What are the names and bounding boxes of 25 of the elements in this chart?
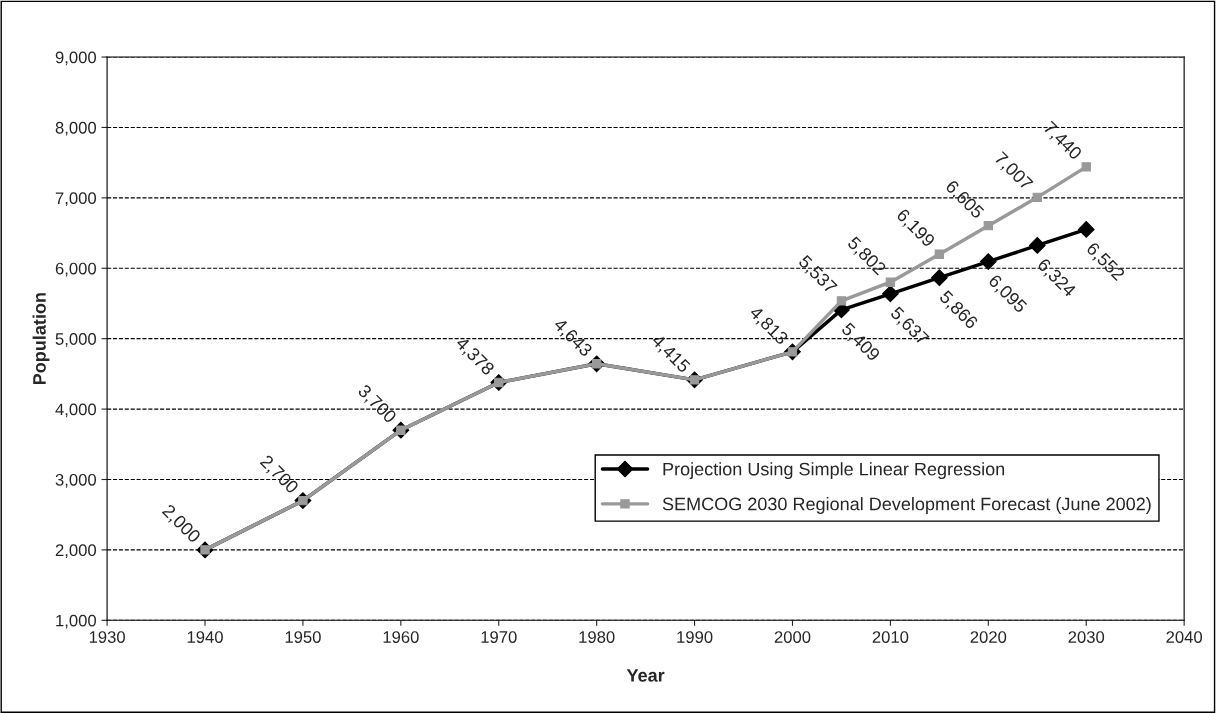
x-tick-label: 1980 xyxy=(579,631,615,643)
x-tick-label: 1950 xyxy=(285,631,321,643)
x-axis-title: Year xyxy=(626,669,665,682)
x-tick-label: 1990 xyxy=(677,631,713,643)
x-tick-label: 2010 xyxy=(872,631,909,643)
x-tick-label: 1970 xyxy=(481,631,517,643)
y-tick-label: 1,000 xyxy=(56,614,97,629)
x-tick-label: 2020 xyxy=(970,631,1007,643)
y-tick-label: 8,000 xyxy=(55,121,97,136)
y-tick-label: 4,000 xyxy=(55,403,97,418)
y-tick-label: 3,000 xyxy=(55,473,97,488)
y-tick-label: 6,000 xyxy=(55,262,97,277)
y-tick-label: 2,000 xyxy=(55,544,97,559)
legend-label: SEMCOG 2030 Regional Development Forecast (June 2002) xyxy=(662,497,1151,514)
x-tick-label: 1960 xyxy=(383,631,419,643)
y-axis-title: Population xyxy=(32,293,50,385)
legend-label: Projection Using Simple Linear Regression xyxy=(663,462,1005,480)
x-tick-label: 2030 xyxy=(1068,631,1105,643)
x-tick-label: 2040 xyxy=(1166,631,1203,643)
x-tick-label: 2000 xyxy=(774,631,811,643)
y-tick-label: 9,000 xyxy=(55,51,97,66)
y-tick-label: 7,000 xyxy=(55,192,97,207)
x-tick-label: 1930 xyxy=(89,631,125,643)
x-tick-label: 1940 xyxy=(187,631,223,643)
y-tick-label: 5,000 xyxy=(55,333,97,347)
